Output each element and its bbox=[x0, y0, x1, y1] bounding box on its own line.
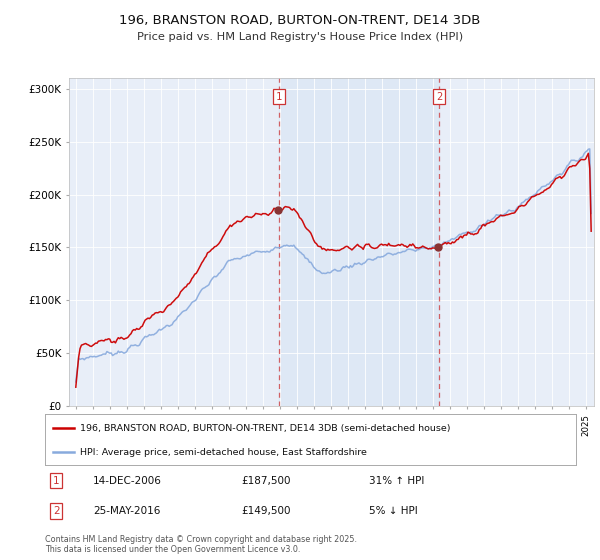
Text: 196, BRANSTON ROAD, BURTON-ON-TRENT, DE14 3DB: 196, BRANSTON ROAD, BURTON-ON-TRENT, DE1… bbox=[119, 14, 481, 27]
Text: 5% ↓ HPI: 5% ↓ HPI bbox=[369, 506, 418, 516]
Text: HPI: Average price, semi-detached house, East Staffordshire: HPI: Average price, semi-detached house,… bbox=[80, 448, 367, 457]
Text: 14-DEC-2006: 14-DEC-2006 bbox=[93, 476, 161, 486]
Text: Price paid vs. HM Land Registry's House Price Index (HPI): Price paid vs. HM Land Registry's House … bbox=[137, 32, 463, 43]
Text: 2: 2 bbox=[53, 506, 59, 516]
Text: 1: 1 bbox=[53, 476, 59, 486]
Bar bbox=[279, 78, 439, 406]
Text: 2: 2 bbox=[436, 91, 442, 101]
Text: £187,500: £187,500 bbox=[241, 476, 291, 486]
Text: 31% ↑ HPI: 31% ↑ HPI bbox=[369, 476, 424, 486]
Text: 1: 1 bbox=[276, 91, 282, 101]
Text: Contains HM Land Registry data © Crown copyright and database right 2025.
This d: Contains HM Land Registry data © Crown c… bbox=[45, 535, 357, 554]
Text: £149,500: £149,500 bbox=[241, 506, 291, 516]
Text: 196, BRANSTON ROAD, BURTON-ON-TRENT, DE14 3DB (semi-detached house): 196, BRANSTON ROAD, BURTON-ON-TRENT, DE1… bbox=[80, 424, 450, 433]
Text: 25-MAY-2016: 25-MAY-2016 bbox=[93, 506, 160, 516]
